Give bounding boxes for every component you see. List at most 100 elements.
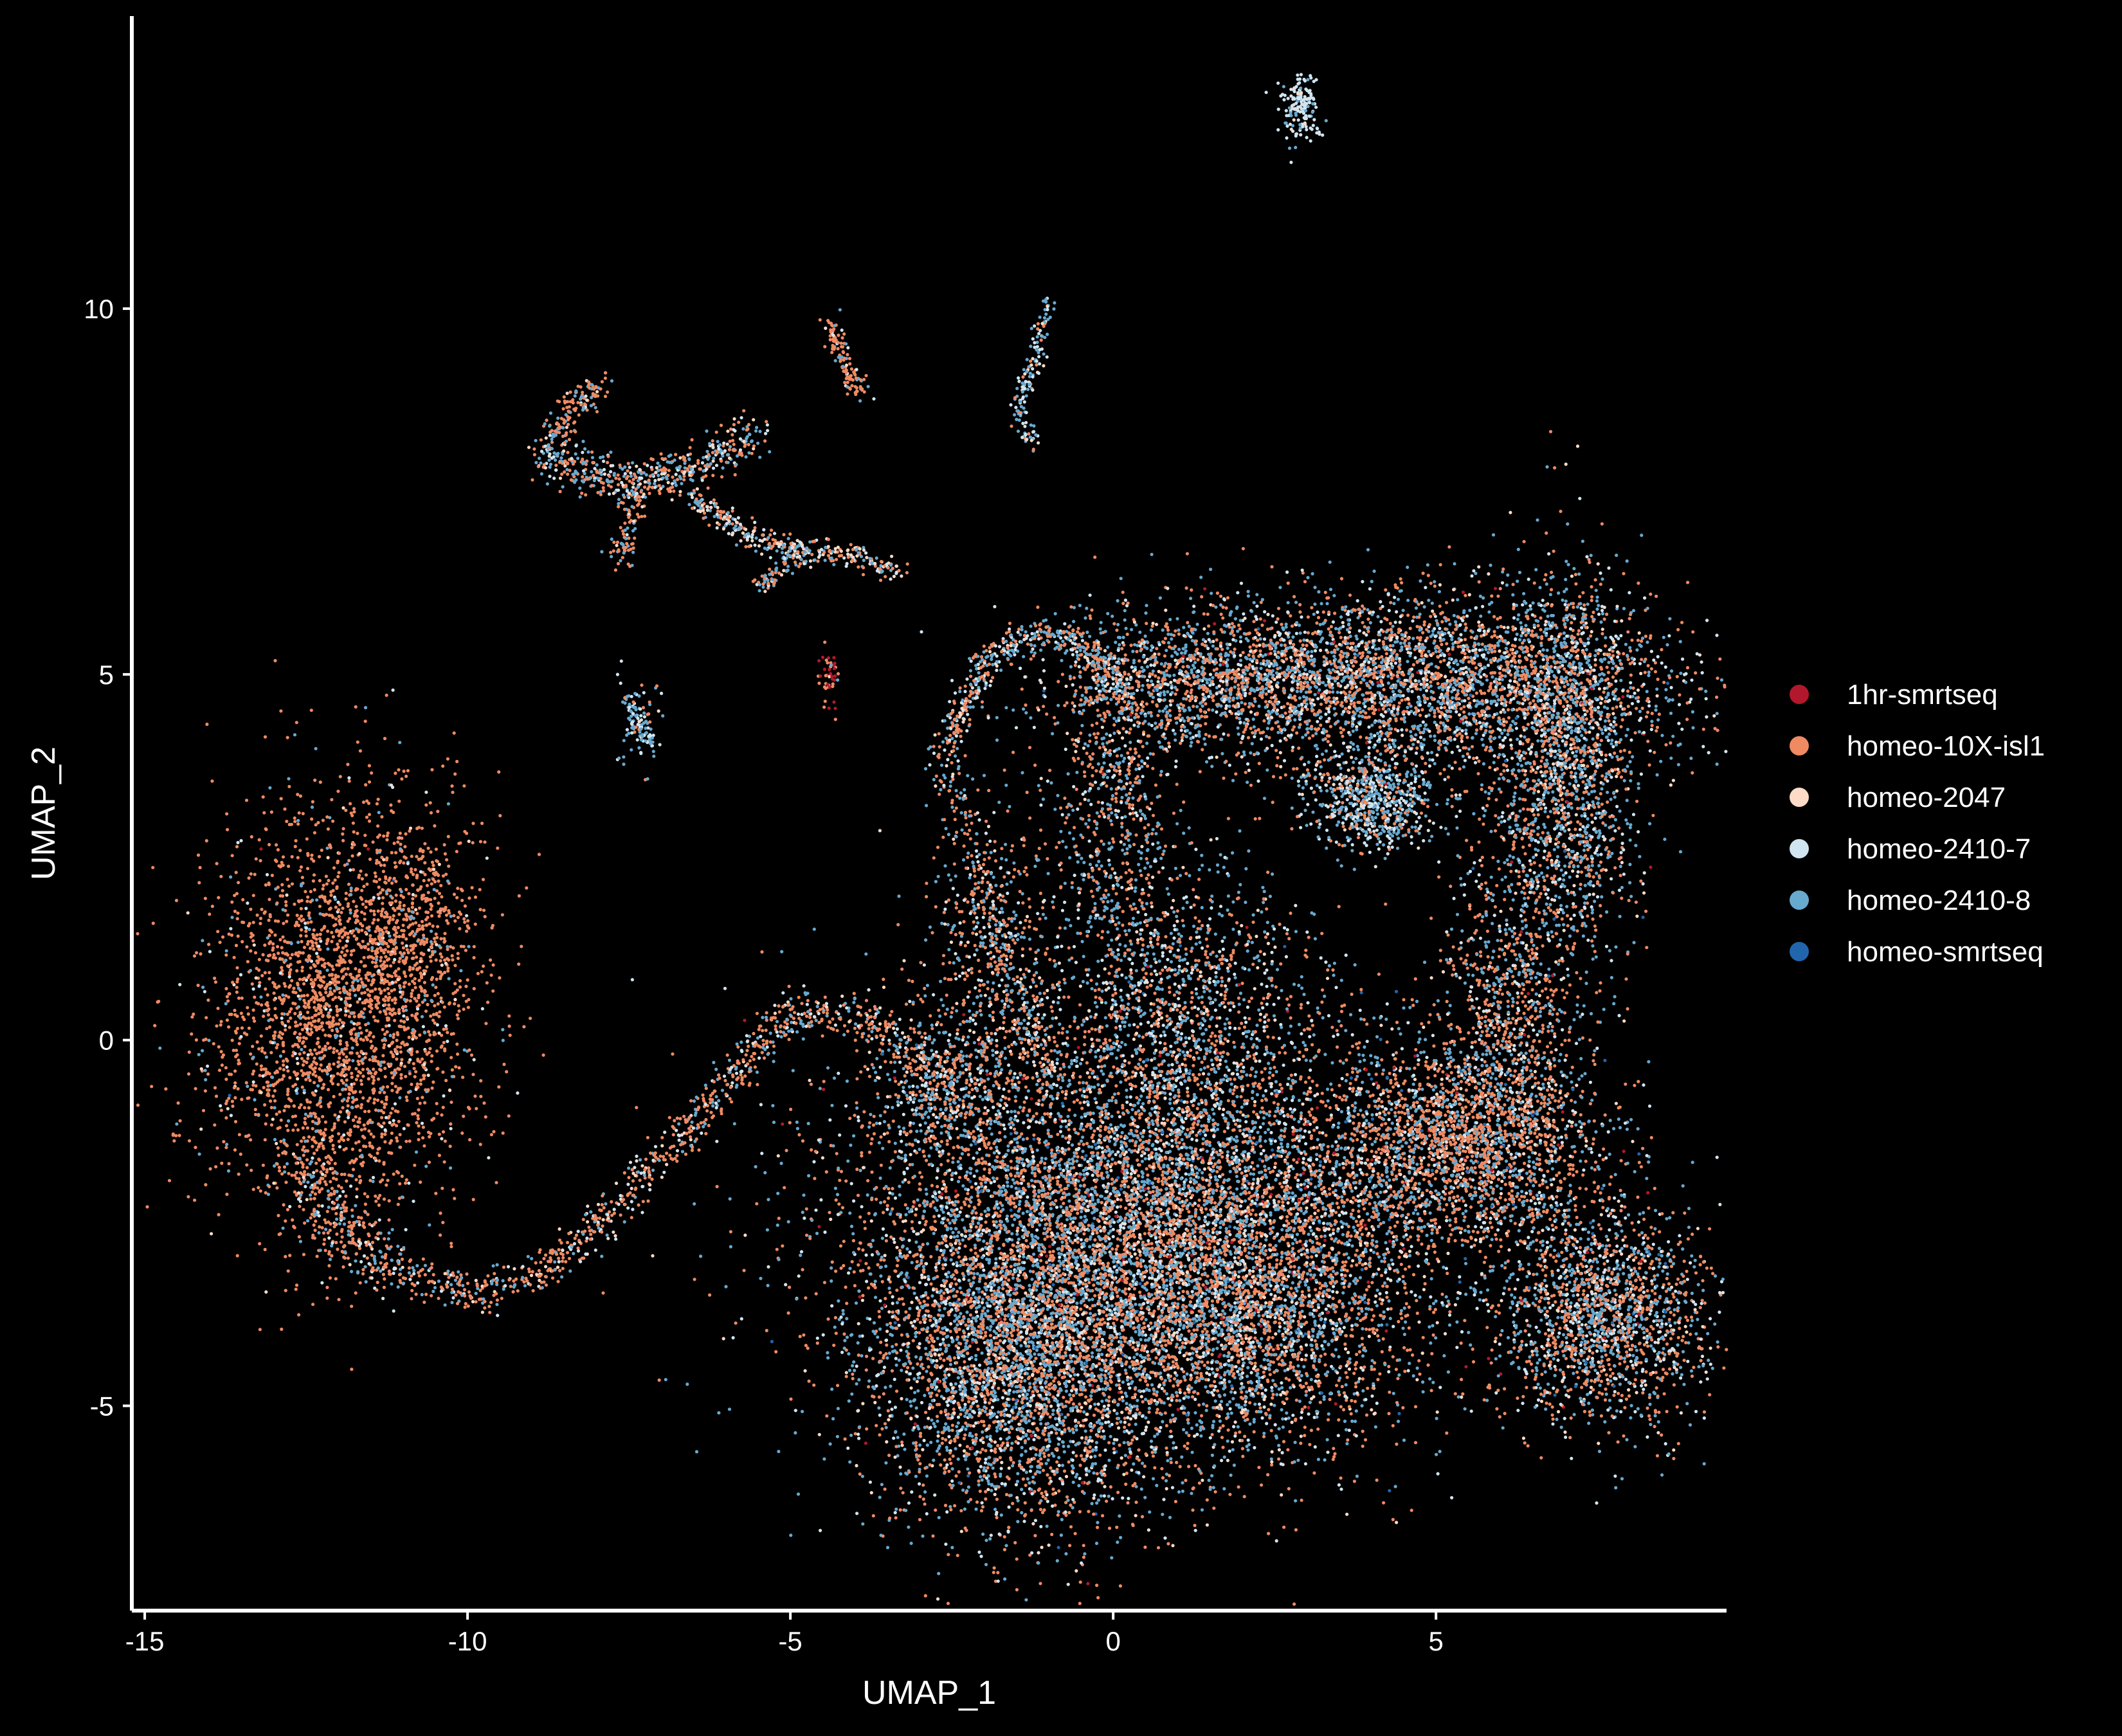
data-point — [1109, 734, 1112, 737]
data-point — [828, 1118, 831, 1121]
data-point — [347, 1096, 350, 1099]
data-point — [900, 1101, 903, 1104]
data-point — [1507, 1144, 1510, 1148]
data-point — [1003, 1135, 1006, 1138]
data-point — [959, 1287, 962, 1290]
data-point — [943, 911, 946, 914]
data-point — [296, 914, 299, 917]
data-point — [172, 1139, 176, 1143]
data-point — [1609, 723, 1612, 726]
data-point — [1292, 725, 1296, 728]
data-point — [211, 905, 214, 908]
data-point — [1210, 894, 1213, 898]
data-point — [1051, 1177, 1055, 1180]
data-point — [1512, 1313, 1516, 1316]
data-point — [1370, 1308, 1374, 1311]
data-point — [329, 1276, 332, 1279]
data-point — [1544, 1067, 1547, 1070]
data-point — [1334, 986, 1338, 989]
data-point — [1283, 644, 1287, 647]
data-point — [1124, 1483, 1127, 1486]
data-point — [949, 1461, 952, 1465]
data-point — [728, 448, 731, 451]
data-point — [999, 1256, 1002, 1260]
data-point — [590, 396, 593, 399]
data-point — [1602, 1008, 1606, 1011]
data-point — [1615, 1245, 1619, 1248]
data-point — [1016, 1520, 1019, 1523]
data-point — [462, 784, 466, 788]
data-point — [968, 705, 972, 709]
data-point — [1265, 687, 1268, 690]
data-point — [1118, 694, 1121, 698]
data-point — [744, 545, 747, 548]
data-point — [1256, 1116, 1260, 1119]
data-point — [864, 374, 867, 377]
data-point — [1679, 850, 1682, 853]
data-point — [1127, 673, 1130, 676]
data-point — [1271, 1379, 1274, 1382]
data-point — [1377, 1339, 1381, 1342]
data-point — [422, 1126, 425, 1129]
data-point — [1259, 637, 1262, 640]
data-point — [1006, 1168, 1010, 1171]
data-point — [1124, 599, 1127, 602]
data-point — [990, 1032, 993, 1035]
data-point — [340, 950, 343, 954]
data-point — [1141, 1081, 1144, 1085]
data-point — [1260, 624, 1264, 627]
data-point — [954, 1314, 957, 1317]
data-point — [1068, 1025, 1071, 1028]
data-point — [1205, 1052, 1208, 1055]
data-point — [339, 775, 342, 778]
data-point — [1037, 784, 1040, 787]
data-point — [1307, 761, 1310, 764]
data-point — [1018, 419, 1021, 422]
data-point — [973, 887, 976, 891]
data-point — [299, 1022, 302, 1026]
data-point — [939, 998, 943, 1001]
data-point — [879, 1034, 882, 1037]
data-point — [1382, 707, 1385, 710]
data-point — [1537, 1398, 1540, 1402]
data-point — [268, 786, 271, 790]
data-point — [1081, 940, 1084, 943]
data-point — [1676, 628, 1680, 631]
data-point — [1440, 706, 1443, 709]
data-point — [1430, 1352, 1433, 1355]
data-point — [1163, 1401, 1166, 1404]
data-point — [1433, 1251, 1437, 1254]
data-point — [1319, 623, 1322, 626]
data-point — [1136, 1101, 1139, 1105]
data-point — [1024, 919, 1027, 922]
data-point — [341, 1190, 345, 1193]
data-point — [1406, 790, 1410, 793]
data-point — [885, 1440, 888, 1443]
data-point — [304, 890, 307, 893]
data-point — [507, 1114, 511, 1117]
data-point — [978, 989, 981, 992]
data-point — [1428, 1325, 1431, 1328]
data-point — [224, 1146, 228, 1149]
data-point — [1253, 601, 1256, 604]
data-point — [1078, 1510, 1082, 1514]
data-point — [1339, 773, 1343, 776]
data-point — [1577, 572, 1581, 575]
data-point — [1256, 638, 1259, 642]
data-point — [338, 871, 341, 874]
data-point — [1133, 1262, 1136, 1265]
data-point — [412, 1062, 415, 1065]
data-point — [1614, 945, 1617, 948]
data-point — [1186, 1372, 1189, 1375]
data-point — [627, 1166, 630, 1170]
data-point — [1129, 939, 1132, 943]
data-point — [1117, 716, 1120, 719]
data-point — [1419, 1296, 1422, 1299]
data-point — [1087, 1145, 1091, 1148]
data-point — [1027, 1437, 1030, 1440]
data-point — [1242, 1042, 1245, 1045]
data-point — [1465, 1119, 1468, 1123]
data-point — [1083, 1035, 1086, 1038]
data-point — [1305, 128, 1308, 131]
